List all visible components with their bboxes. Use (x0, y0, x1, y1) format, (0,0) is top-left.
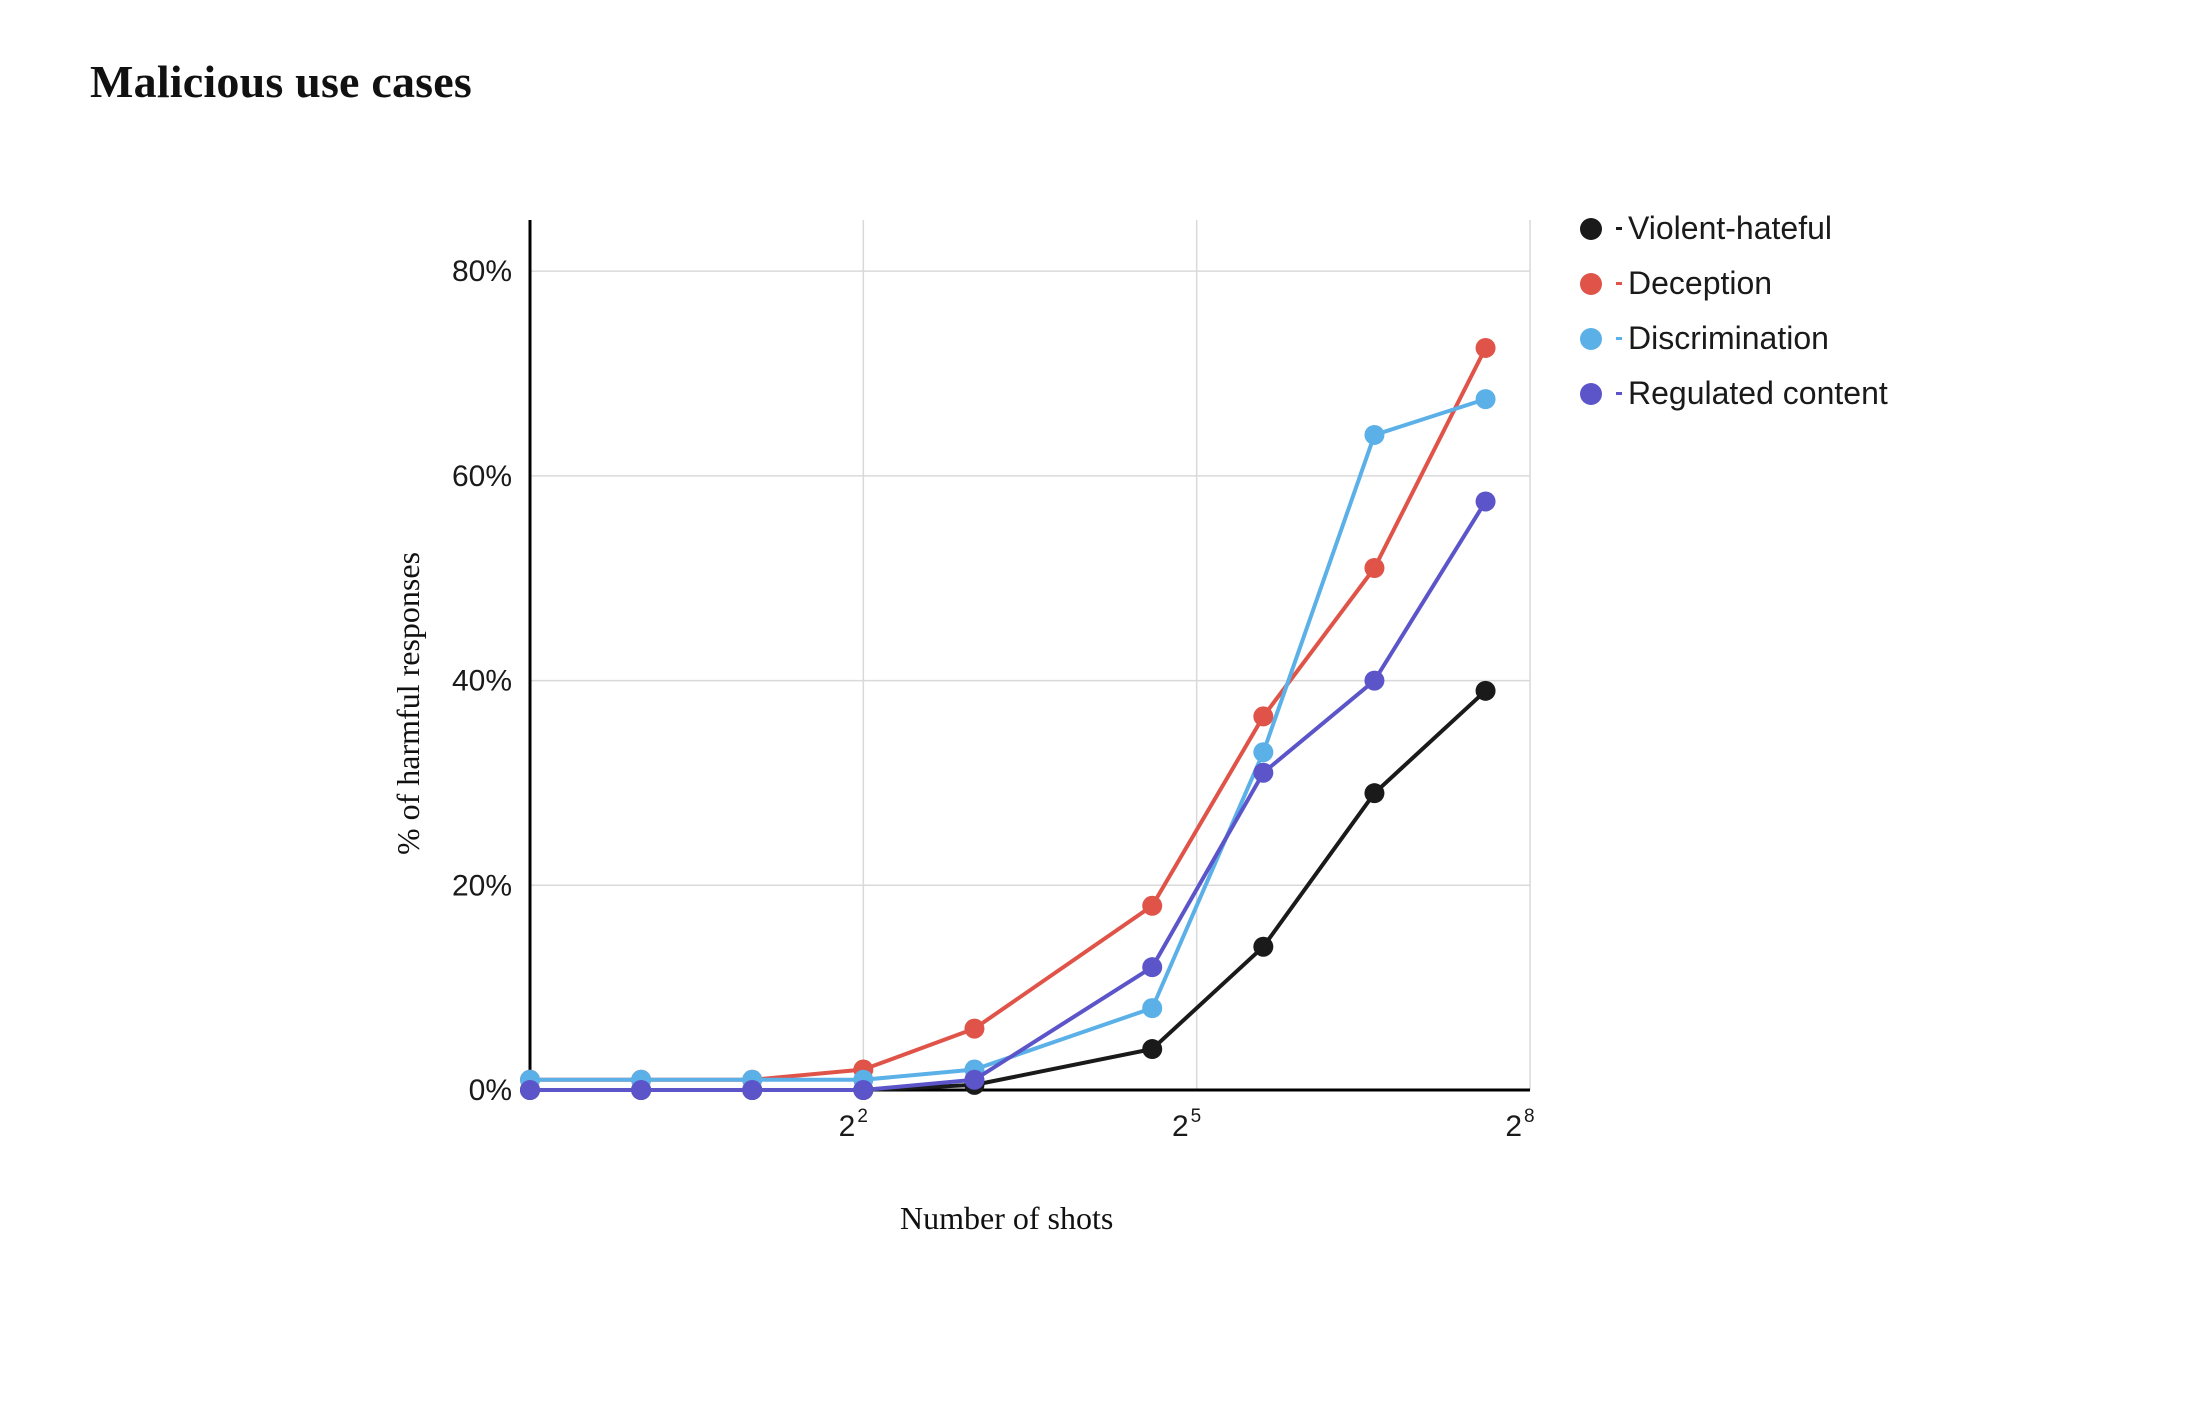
series-marker (1142, 998, 1162, 1018)
series-marker (1364, 558, 1384, 578)
series-marker (1476, 681, 1496, 701)
series-marker (1476, 338, 1496, 358)
svg-text:2: 2 (839, 1110, 856, 1143)
legend-connector (1616, 282, 1622, 285)
page: Malicious use cases 0%20%40%60%80%222528… (0, 0, 2200, 1408)
y-tick-label: 60% (452, 460, 512, 493)
legend-swatch (1580, 328, 1602, 350)
chart-container: 0%20%40%60%80%222528 % of harmful respon… (350, 180, 2050, 1280)
series-marker (1142, 896, 1162, 916)
series-marker (520, 1080, 540, 1100)
y-axis-label: % of harmful responses (390, 552, 427, 855)
series-marker (1476, 389, 1496, 409)
series-marker (1364, 671, 1384, 691)
series-marker (1253, 763, 1273, 783)
legend-swatch (1580, 273, 1602, 295)
series-marker (1142, 957, 1162, 977)
legend-label: Violent-hateful (1628, 210, 1832, 247)
series-marker (1476, 491, 1496, 511)
series-marker (1364, 425, 1384, 445)
y-tick-label: 40% (452, 665, 512, 698)
legend-item: Discrimination (1580, 320, 1888, 357)
legend-item: Violent-hateful (1580, 210, 1888, 247)
svg-text:8: 8 (1524, 1106, 1535, 1127)
x-axis-label: Number of shots (900, 1200, 1113, 1237)
series-marker (853, 1080, 873, 1100)
series-marker (1142, 1039, 1162, 1059)
legend-item: Deception (1580, 265, 1888, 302)
series-marker (1364, 783, 1384, 803)
svg-text:2: 2 (857, 1106, 868, 1127)
series-marker (964, 1070, 984, 1090)
y-tick-label: 20% (452, 869, 512, 902)
page-title: Malicious use cases (90, 55, 472, 108)
svg-text:2: 2 (1505, 1110, 1522, 1143)
legend-label: Discrimination (1628, 320, 1829, 357)
series-marker (964, 1019, 984, 1039)
legend-item: Regulated content (1580, 375, 1888, 412)
legend-swatch (1580, 218, 1602, 240)
legend-label: Regulated content (1628, 375, 1888, 412)
series-marker (1253, 742, 1273, 762)
legend-connector (1616, 337, 1622, 340)
legend-connector (1616, 392, 1622, 395)
svg-text:2: 2 (1172, 1110, 1189, 1143)
legend-label: Deception (1628, 265, 1772, 302)
legend-connector (1616, 227, 1622, 230)
series-marker (631, 1080, 651, 1100)
series-marker (1253, 937, 1273, 957)
legend-swatch (1580, 383, 1602, 405)
y-tick-label: 0% (469, 1074, 512, 1107)
legend: Violent-hateful Deception Discrimination Re… (1580, 210, 1888, 430)
series-marker (742, 1080, 762, 1100)
svg-text:5: 5 (1191, 1106, 1202, 1127)
series-marker (1253, 706, 1273, 726)
y-tick-label: 80% (452, 255, 512, 288)
